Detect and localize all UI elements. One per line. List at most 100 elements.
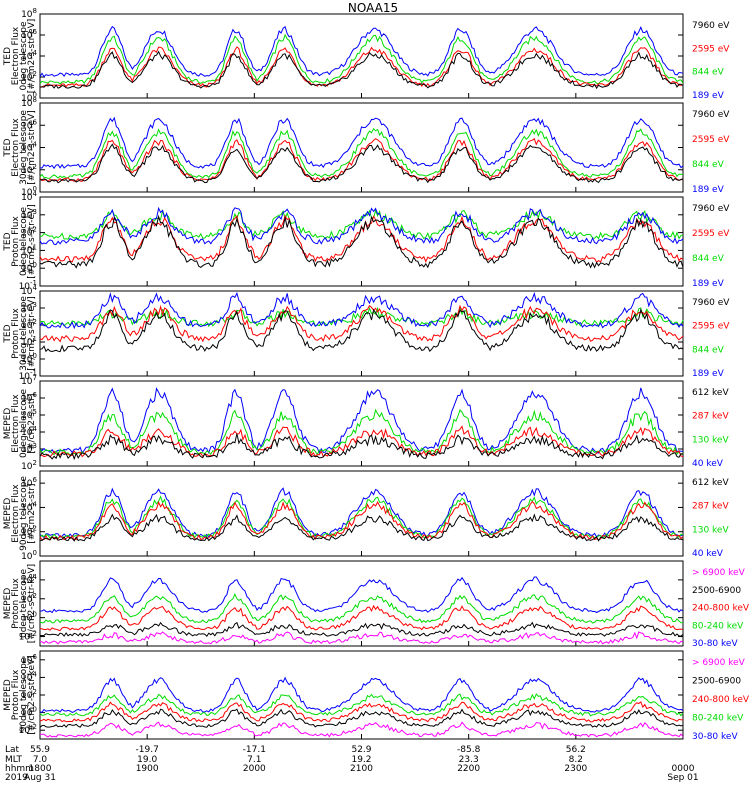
y-axis-label: TED — [3, 47, 13, 66]
y-tick-label: 108 — [21, 7, 37, 20]
x-tick-mlt: 23.3 — [459, 755, 479, 765]
series-line-80-240-kev — [39, 592, 684, 624]
legend-entry: 130 keV — [692, 435, 729, 445]
series-line-2595-ev — [39, 46, 684, 88]
legend-entry: 2595 eV — [692, 322, 730, 332]
x-tick-mlt: 19.2 — [351, 755, 371, 765]
x-row-label: 2019 — [5, 773, 28, 783]
legend-entry: 844 eV — [692, 160, 725, 170]
panel-frame — [39, 470, 684, 557]
panel-frame — [39, 196, 684, 287]
series-line-7960-ev — [39, 308, 684, 353]
series-line-287-kev — [39, 500, 684, 541]
legend-entry: 130 keV — [692, 525, 729, 535]
series-line-130-kev — [39, 495, 684, 540]
legend-entry: 844 eV — [692, 254, 725, 264]
x-tick-lat: 55.9 — [30, 745, 50, 755]
x-tick-mlt: 8.2 — [569, 755, 583, 765]
y-axis-label: [#/cm2-s-str-eV] — [27, 110, 37, 185]
series-line-189-ev — [39, 206, 684, 246]
y-axis-label: [#/cm2-s-str-keV] — [27, 655, 37, 734]
series-line-612-kev — [39, 433, 684, 461]
series-line-844-ev — [39, 208, 684, 241]
legend-entry: 7960 eV — [692, 110, 730, 120]
series-line-80-240-kev — [39, 693, 684, 717]
x-tick-mlt: 7.0 — [33, 755, 48, 765]
y-axis-label: TED — [3, 324, 13, 343]
y-axis-label: [#/cm2-s-str-eV] — [27, 19, 37, 94]
y-axis-label: Proton Flux — [11, 216, 21, 267]
legend-entry: 287 keV — [692, 502, 729, 512]
legend-entry: 80-240 keV — [692, 621, 744, 631]
panel-frame — [39, 380, 684, 467]
series-line-130-kev — [39, 408, 684, 457]
series-line-2500-6900 — [39, 708, 684, 728]
legend-entry: 2500-6900 — [692, 677, 741, 687]
x-tick-hhmm: 1800 — [29, 764, 52, 774]
x-row-label: hhmm — [5, 764, 34, 774]
legend-entry: 80-240 keV — [692, 714, 744, 724]
y-axis-label: Proton Flux — [11, 308, 21, 359]
series-line--6900-kev — [39, 721, 684, 738]
y-axis-label: Electron Flux — [11, 484, 21, 543]
x-tick-date: Aug 31 — [24, 773, 56, 783]
y-axis-label: 0deg telescope — [19, 389, 29, 459]
series-line-7960-ev — [39, 50, 684, 90]
y-axis-label: Electron Flux — [11, 394, 21, 453]
y-axis-label: MEPED — [3, 588, 13, 620]
legend-entry: 189 eV — [692, 369, 725, 379]
legend-entry: 40 keV — [692, 459, 724, 469]
legend-entry: 287 keV — [692, 412, 729, 422]
series-line-189-ev — [39, 25, 684, 78]
series-line-7960-ev — [39, 214, 684, 269]
y-axis-label: [#/cm2-s-str-keV] — [27, 564, 37, 643]
legend-entry: 30-80 keV — [692, 732, 738, 742]
legend-entry: 189 eV — [692, 279, 725, 289]
series-line-7960-ev — [39, 143, 684, 184]
series-line-612-kev — [39, 513, 684, 542]
series-line-189-ev — [39, 116, 684, 170]
y-axis-label: 90deg telescope — [19, 657, 29, 732]
figure-title: NOAA15 — [348, 1, 398, 15]
series-line-30-80-kev — [39, 676, 684, 713]
y-axis-label: 0deg telescope — [19, 569, 29, 639]
y-tick-label: 102 — [21, 459, 37, 472]
y-axis-label: 0deg telescope — [19, 21, 29, 91]
legend-entry: 612 keV — [692, 388, 729, 398]
series-line-844-ev — [39, 127, 684, 179]
legend-entry: 844 eV — [692, 345, 725, 355]
y-axis-label: Proton Flux — [11, 578, 21, 629]
legend-entry: > 6900 keV — [692, 658, 746, 668]
legend-entry: 2595 eV — [692, 229, 730, 239]
x-tick-hhmm: 0000 — [672, 764, 695, 774]
series-line-240-800-kev — [39, 604, 684, 632]
series-line-189-ev — [39, 291, 684, 330]
x-tick-lat: -19.7 — [136, 745, 159, 755]
x-tick-lat: -85.8 — [457, 745, 481, 755]
x-row-label: Lat — [5, 745, 20, 755]
series-line-2595-ev — [39, 138, 684, 182]
y-axis-label: TED — [3, 138, 13, 157]
x-tick-lat: 52.9 — [351, 745, 371, 755]
series-line-40-kev — [39, 487, 684, 539]
y-axis-label: 30deg telescope — [19, 296, 29, 371]
x-tick-hhmm: 2100 — [350, 764, 373, 774]
y-axis-label: [#/cm2-s-str] — [27, 483, 37, 543]
x-tick-mlt: 7.1 — [247, 755, 261, 765]
x-tick-hhmm: 1900 — [136, 764, 159, 774]
y-axis-label: MEPED — [3, 498, 13, 530]
y-axis-label: [#/cm2-s-str-eV] — [27, 204, 37, 279]
legend-entry: 30-80 keV — [692, 639, 738, 649]
x-tick-hhmm: 2000 — [243, 764, 266, 774]
series-line--6900-kev — [40, 631, 684, 645]
series-line-30-80-kev — [40, 576, 684, 614]
